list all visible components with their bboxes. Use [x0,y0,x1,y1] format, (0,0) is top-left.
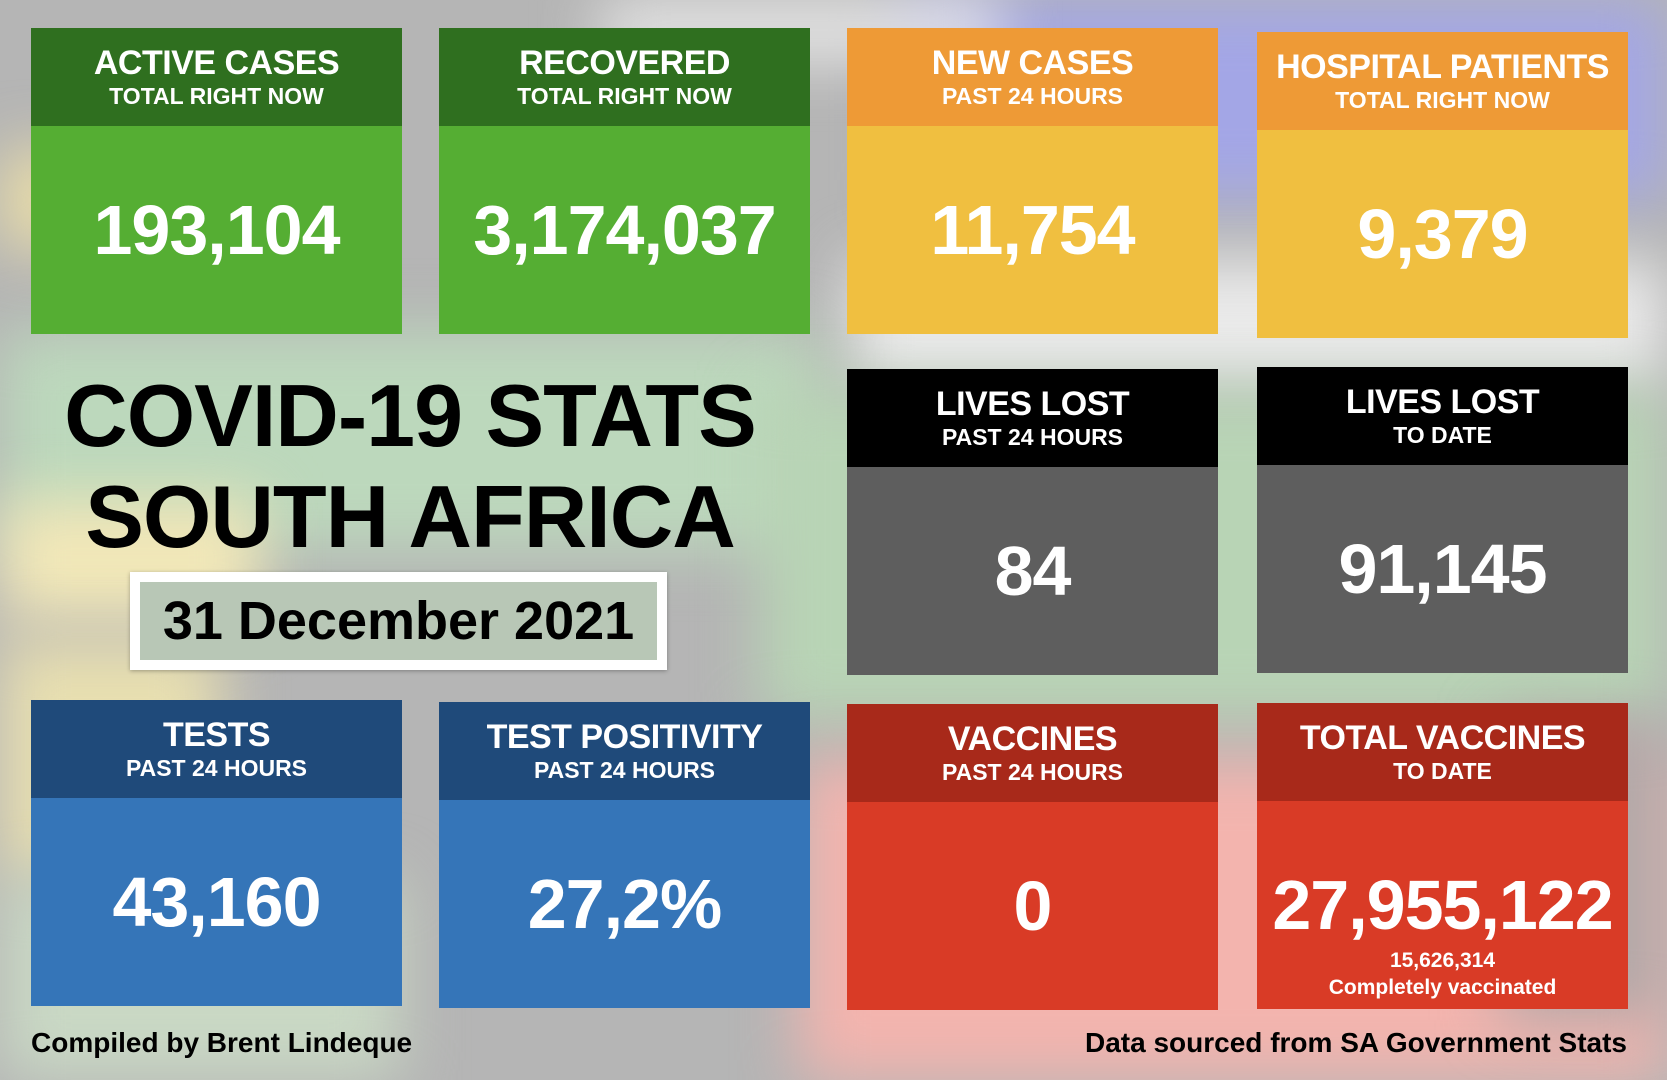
date-text: 31 December 2021 [140,582,657,660]
tests-card: TESTS PAST 24 HOURS 43,160 [31,700,402,1006]
page-title-line1: COVID-19 STATS [64,366,757,465]
card-title: HOSPITAL PATIENTS [1276,48,1609,86]
total-vaccines-card: TOTAL VACCINES TO DATE 27,955,122 15,626,… [1257,703,1628,1009]
card-subtitle: PAST 24 HOURS [941,424,1124,450]
card-title: RECOVERED [519,44,730,82]
card-value: 3,174,037 [473,191,776,269]
card-value: 27,955,122 [1272,866,1613,944]
card-value: 9,379 [1357,195,1528,273]
card-title: TEST POSITIVITY [486,718,763,756]
card-value: 0 [1013,867,1053,945]
completely-vaccinated-label: Completely vaccinated [1328,976,1557,999]
lives-lost-24h-card: LIVES LOST PAST 24 HOURS 84 [847,369,1218,675]
card-title: ACTIVE CASES [93,44,340,82]
card-subtitle: TO DATE [1393,758,1492,784]
page-title-line2: SOUTH AFRICA [85,467,736,566]
footer-source: Data sourced from SA Government Stats [1085,1027,1627,1058]
card-subtitle: PAST 24 HOURS [125,755,308,781]
card-subtitle: TO DATE [1393,422,1492,448]
card-value: 91,145 [1338,530,1547,608]
card-title: LIVES LOST [1345,383,1540,421]
card-title: NEW CASES [931,44,1134,82]
card-value: 84 [994,532,1072,610]
card-title: LIVES LOST [935,385,1130,423]
vaccines-24h-card: VACCINES PAST 24 HOURS 0 [847,704,1218,1010]
card-title: TESTS [162,716,271,754]
card-title: TOTAL VACCINES [1299,719,1586,757]
recovered-card: RECOVERED TOTAL RIGHT NOW 3,174,037 [439,28,810,334]
active-cases-card: ACTIVE CASES TOTAL RIGHT NOW 193,104 [31,28,402,334]
completely-vaccinated-count: 15,626,314 [1389,949,1496,972]
card-value: 11,754 [930,191,1135,269]
footer-credit: Compiled by Brent Lindeque [31,1027,413,1058]
card-subtitle: TOTAL RIGHT NOW [517,83,732,109]
card-subtitle: PAST 24 HOURS [533,757,716,783]
new-cases-card: NEW CASES PAST 24 HOURS 11,754 [847,28,1218,334]
test-positivity-card: TEST POSITIVITY PAST 24 HOURS 27,2% [439,702,810,1008]
date-badge: 31 December 2021 [130,572,667,670]
hospital-patients-card: HOSPITAL PATIENTS TOTAL RIGHT NOW 9,379 [1257,32,1628,338]
card-subtitle: TOTAL RIGHT NOW [109,83,324,109]
card-title: VACCINES [947,720,1118,758]
card-subtitle: TOTAL RIGHT NOW [1335,87,1550,113]
card-value: 193,104 [93,191,340,269]
card-subtitle: PAST 24 HOURS [941,759,1124,785]
card-value: 27,2% [527,865,722,943]
card-value: 43,160 [112,863,321,941]
lives-lost-to-date-card: LIVES LOST TO DATE 91,145 [1257,367,1628,673]
card-subtitle: PAST 24 HOURS [941,83,1124,109]
